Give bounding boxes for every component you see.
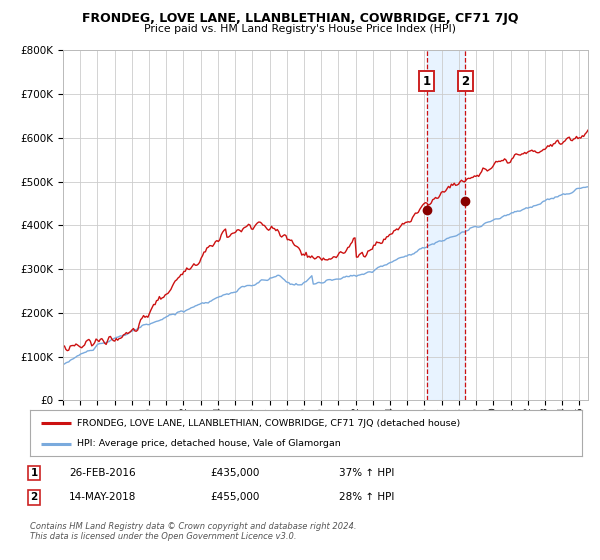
Text: 28% ↑ HPI: 28% ↑ HPI [339, 492, 394, 502]
Text: 1: 1 [422, 74, 431, 87]
Text: 26-FEB-2016: 26-FEB-2016 [69, 468, 136, 478]
Text: £435,000: £435,000 [210, 468, 259, 478]
Text: £455,000: £455,000 [210, 492, 259, 502]
Text: 1: 1 [31, 468, 38, 478]
Text: Contains HM Land Registry data © Crown copyright and database right 2024.
This d: Contains HM Land Registry data © Crown c… [30, 522, 356, 542]
Text: FRONDEG, LOVE LANE, LLANBLETHIAN, COWBRIDGE, CF71 7JQ (detached house): FRONDEG, LOVE LANE, LLANBLETHIAN, COWBRI… [77, 419, 460, 428]
Text: 14-MAY-2018: 14-MAY-2018 [69, 492, 136, 502]
Text: Price paid vs. HM Land Registry's House Price Index (HPI): Price paid vs. HM Land Registry's House … [144, 24, 456, 34]
Text: 37% ↑ HPI: 37% ↑ HPI [339, 468, 394, 478]
Text: 2: 2 [31, 492, 38, 502]
Text: 2: 2 [461, 74, 469, 87]
Bar [427, 50, 465, 400]
Text: FRONDEG, LOVE LANE, LLANBLETHIAN, COWBRIDGE, CF71 7JQ: FRONDEG, LOVE LANE, LLANBLETHIAN, COWBRI… [82, 12, 518, 25]
Text: HPI: Average price, detached house, Vale of Glamorgan: HPI: Average price, detached house, Vale… [77, 439, 341, 448]
